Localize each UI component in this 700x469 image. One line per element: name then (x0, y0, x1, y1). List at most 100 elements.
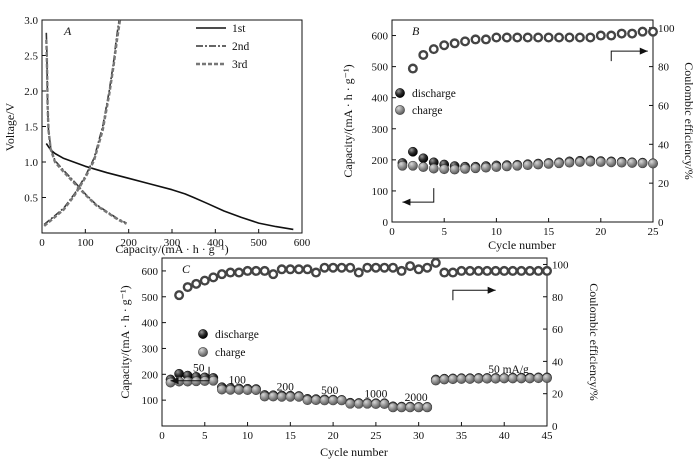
y2-tick-label: 40 (658, 139, 670, 151)
y2-tick-label: 80 (552, 292, 564, 304)
data-point (165, 377, 176, 388)
data-point (575, 157, 585, 167)
legend-marker-charge (395, 105, 405, 115)
x-tick-label: 5 (202, 430, 208, 442)
y2-tick-label: 0 (658, 217, 664, 229)
data-point (388, 402, 398, 413)
arrow-shaft (170, 366, 210, 382)
data-point (470, 163, 481, 174)
data-point (216, 384, 227, 395)
y-axis-label: Voltage/V (3, 102, 17, 151)
data-point (481, 162, 491, 173)
data-point (482, 265, 493, 276)
data-point (225, 384, 236, 395)
data-point (524, 265, 535, 276)
legend-label-2nd: 2nd (232, 41, 250, 53)
y2-tick-label: 40 (552, 356, 564, 368)
x-tick-label: 10 (242, 430, 254, 442)
arrow-head (487, 286, 496, 294)
rate-annotation: 1000 (364, 389, 387, 401)
data-point (522, 160, 533, 171)
data-point (480, 34, 491, 45)
y-tick-label: 1.0 (24, 157, 38, 169)
x-tick-label: 45 (542, 430, 554, 442)
data-point (490, 265, 501, 276)
data-point (328, 262, 339, 273)
x-tick-label: 10 (491, 226, 503, 238)
y-tick-label: 0.5 (24, 193, 38, 205)
y-tick-label: 600 (372, 31, 389, 43)
x-axis-label: Cycle number (320, 445, 388, 459)
y2-axis-label: Coulombic efficiency/% (682, 62, 696, 179)
data-point (418, 162, 429, 172)
x-tick-label: 15 (285, 430, 297, 442)
data-point (585, 32, 596, 43)
data-point (501, 32, 512, 43)
data-point (370, 262, 381, 273)
series-line-3rd (45, 39, 128, 225)
x-tick-label: 15 (543, 226, 555, 238)
data-point (554, 32, 565, 43)
arrow-shaft (402, 188, 435, 203)
x-tick-label: 25 (648, 226, 660, 238)
data-point (408, 146, 418, 157)
data-point (336, 395, 347, 406)
rate-annotation: 50 (193, 363, 205, 375)
data-point (447, 374, 458, 385)
data-point (311, 267, 322, 278)
series-coulombic-efficiency (407, 26, 659, 74)
data-point (428, 44, 439, 55)
axis-arrow (402, 188, 435, 206)
rate-annotation: 500 (321, 385, 339, 397)
series-line-branch-4 (43, 19, 122, 227)
data-point (542, 373, 552, 384)
y-tick-label: 100 (142, 395, 159, 407)
data-point (345, 262, 356, 273)
x-axis-label: Cycle number (488, 238, 556, 252)
data-point (379, 399, 390, 409)
data-point (216, 269, 227, 280)
data-point (439, 267, 450, 278)
data-point (473, 265, 484, 276)
data-point (191, 376, 202, 387)
data-point (336, 262, 347, 273)
data-point (302, 395, 313, 406)
x-tick-label: 5 (441, 226, 447, 238)
panel-letter: A (63, 24, 72, 38)
data-point (516, 265, 527, 276)
series-charge (165, 373, 552, 413)
data-point (319, 262, 330, 273)
data-point (234, 384, 244, 395)
data-point (418, 49, 429, 60)
data-point (512, 32, 523, 43)
axis-arrow (610, 47, 648, 62)
y2-tick-label: 100 (552, 259, 569, 271)
y-tick-label: 1.5 (24, 122, 38, 134)
x-tick-label: 35 (456, 430, 468, 442)
data-point (574, 32, 585, 43)
y2-tick-label: 20 (658, 178, 670, 190)
data-point (430, 257, 441, 268)
data-point (447, 267, 458, 278)
legend-label-1st: 1st (232, 23, 246, 35)
data-point (627, 158, 638, 168)
y-tick-label: 400 (142, 318, 159, 330)
data-point (242, 265, 253, 276)
data-point (606, 30, 617, 41)
arrow-head (639, 47, 648, 55)
data-point (456, 374, 467, 384)
data-point (564, 32, 575, 43)
data-point (533, 265, 544, 276)
data-point (208, 272, 219, 283)
x-tick-label: 0 (39, 237, 45, 249)
rate-annotation: 100 (229, 374, 247, 386)
series-line-1st (45, 143, 294, 231)
y-tick-label: 400 (372, 93, 389, 105)
chart-panel-c: 0 5 10 15 20 25 30 35 40 45 100 200 300 400 500 600 0 20 4… (118, 257, 601, 459)
data-point (428, 163, 439, 174)
y-tick-label: 100 (372, 186, 389, 198)
data-point (637, 158, 648, 169)
y2-tick-label: 80 (658, 62, 670, 74)
data-point (276, 264, 287, 275)
data-point (285, 264, 296, 275)
